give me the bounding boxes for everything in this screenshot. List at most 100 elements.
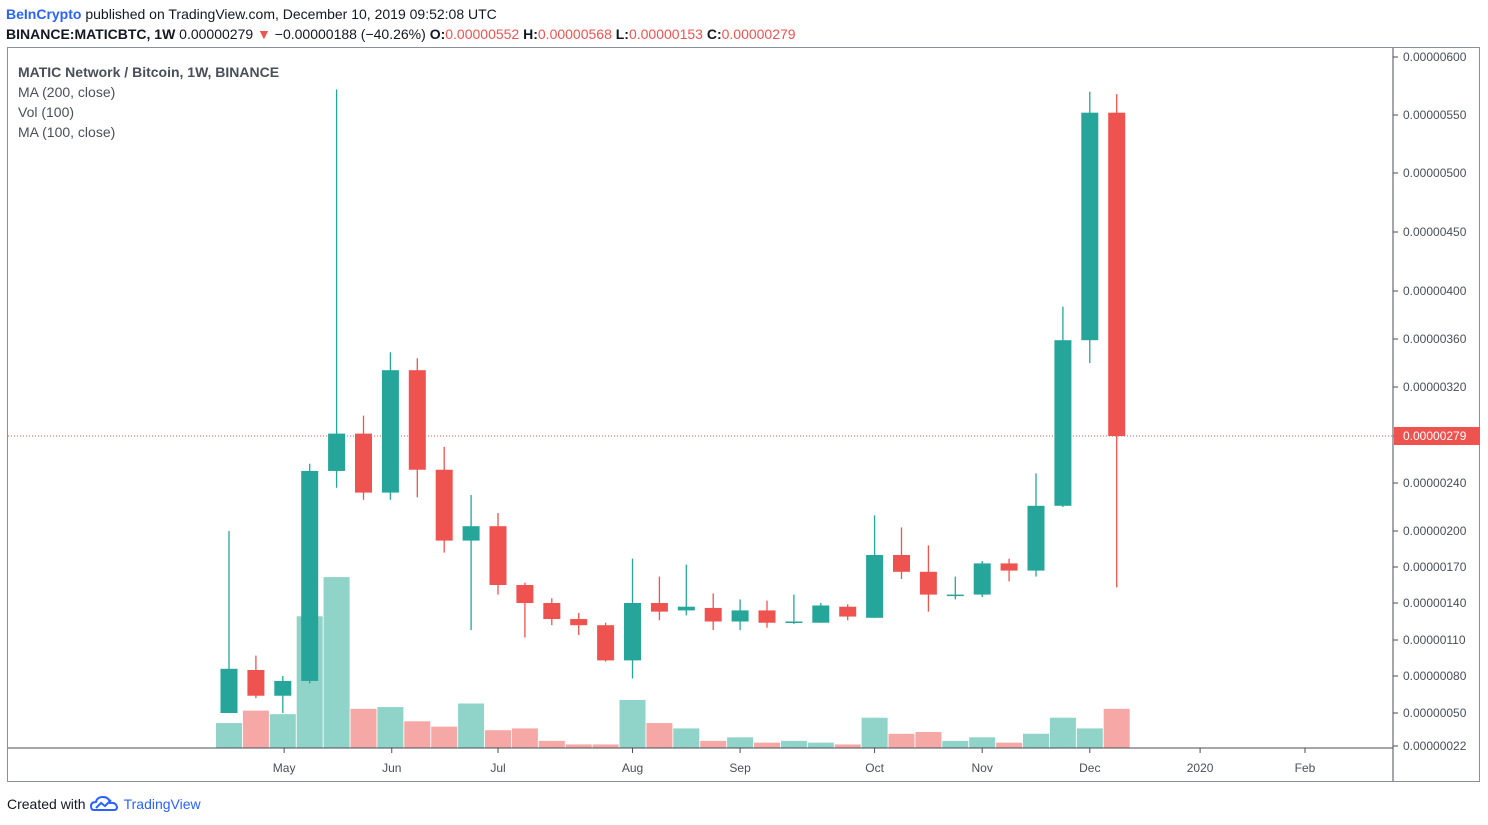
y-tick-label: 0.00000110: [1403, 633, 1466, 647]
open-label: O:: [429, 26, 446, 42]
candle-body: [731, 610, 749, 622]
chart-frame[interactable]: [7, 47, 1480, 782]
y-tick-label: 0.00000500: [1403, 166, 1467, 180]
footer: Created with TradingView: [7, 794, 201, 814]
symbol-label: BINANCE:MATICBTC, 1W: [6, 26, 176, 42]
x-tick-label: 2020: [1187, 761, 1214, 775]
candle-body: [328, 433, 346, 471]
candle-body: [543, 603, 561, 620]
volume-bar: [350, 708, 377, 748]
volume-bar: [431, 726, 458, 748]
candle-body: [489, 526, 507, 585]
y-tick-label: 0.00000450: [1403, 225, 1467, 239]
low-value: 0.00000153: [628, 26, 703, 42]
volume-bar: [727, 737, 754, 748]
candle-body: [1027, 505, 1045, 571]
x-tick-label: Feb: [1295, 761, 1316, 775]
x-tick-label: May: [273, 761, 296, 775]
candle-body: [785, 621, 803, 623]
candle-body: [1108, 112, 1126, 437]
y-tick-label: 0.00000050: [1403, 706, 1467, 720]
candle-body: [1081, 112, 1099, 341]
candle-body: [301, 470, 319, 681]
volume-bar: [754, 742, 780, 748]
y-tick-label: 0.00000320: [1403, 380, 1467, 394]
volume-bar: [915, 731, 942, 748]
brand-name[interactable]: BeInCrypto: [6, 6, 82, 22]
y-tick-label: 0.00000170: [1403, 560, 1467, 574]
candle-body: [866, 555, 884, 618]
volume-bar: [404, 721, 431, 748]
legend-ma100[interactable]: MA (100, close): [18, 124, 116, 140]
y-tick-label: 0.00000080: [1403, 669, 1467, 683]
volume-bar: [942, 740, 969, 748]
candle-body: [570, 619, 588, 626]
y-tick-label: 0.00000022: [1403, 739, 1467, 753]
candle-body: [355, 433, 372, 493]
volume-bar: [1049, 717, 1076, 748]
volume-bar: [323, 577, 350, 748]
open-value: 0.00000552: [445, 26, 520, 42]
volume-bar: [861, 717, 888, 748]
candle-body: [973, 563, 991, 595]
volume-bar: [242, 710, 269, 748]
candle-body: [247, 670, 265, 696]
high-label: H:: [523, 26, 538, 42]
candles: [8, 89, 1393, 713]
volume-bar: [592, 744, 619, 748]
y-tick-label: 0.00000550: [1403, 108, 1467, 122]
volume-bar: [646, 723, 673, 748]
volume-bar: [888, 733, 915, 748]
volume-bar: [485, 730, 511, 748]
x-tick-label: Jun: [382, 761, 401, 775]
close-label: C:: [706, 26, 722, 42]
high-value: 0.00000568: [537, 26, 612, 42]
x-tick-label: Jul: [490, 761, 505, 775]
candle-body: [408, 370, 426, 470]
volume-bar: [1103, 708, 1130, 748]
volume-bar: [1023, 733, 1049, 748]
legend-volume[interactable]: Vol (100): [18, 104, 75, 120]
ohlc-line: BINANCE:MATICBTC, 1W 0.00000279 ▼ −0.000…: [6, 24, 1486, 44]
price-axis[interactable]: 0.00000022 0.00000050 0.00000080 0.00000110…: [1392, 48, 1480, 781]
volume-bar: [458, 703, 485, 748]
publish-line: BeInCrypto published on TradingView.com,…: [6, 4, 1486, 24]
last-price: 0.00000279: [179, 26, 254, 42]
y-tick-label: 0.00000600: [1403, 50, 1467, 64]
chart-legend: MATIC Network / Bitcoin, 1W, BINANCE MA …: [18, 62, 279, 142]
candle-body: [597, 625, 615, 661]
volume-bar: [780, 740, 807, 748]
y-tick-label: 0.00000200: [1403, 524, 1467, 538]
tradingview-logo-icon[interactable]: [89, 794, 120, 814]
x-tick-label: Oct: [865, 761, 884, 775]
volume-bar: [807, 742, 834, 748]
y-tick-label: 0.00000279: [1403, 429, 1467, 443]
candle-body: [946, 594, 964, 597]
volume-bar: [1076, 728, 1103, 748]
price-change: −0.00000188 (−40.26%): [274, 26, 426, 42]
tradingview-link[interactable]: TradingView: [123, 796, 201, 812]
close-value: 0.00000279: [721, 26, 796, 42]
volume-bar: [619, 699, 646, 748]
y-tick-label: 0.00000140: [1403, 596, 1467, 610]
volume-bar: [834, 744, 861, 748]
y-tick-label: 0.00000400: [1403, 284, 1467, 298]
time-axis[interactable]: May Jun Jul Aug Sep Oct Nov Dec 2020 Feb: [8, 747, 1393, 775]
low-label: L:: [615, 26, 629, 42]
volume-bar: [996, 742, 1023, 748]
volume-bar: [565, 744, 592, 748]
current-price-badge: [1394, 427, 1480, 445]
volume-bar: [538, 740, 565, 748]
x-tick-label: Dec: [1079, 761, 1100, 775]
legend-ma200[interactable]: MA (200, close): [18, 84, 116, 100]
volume-bars: [216, 577, 1130, 748]
volume-bar: [511, 728, 538, 748]
x-tick-label: Nov: [972, 761, 993, 775]
candle-body: [381, 370, 399, 493]
volume-bar: [700, 740, 727, 748]
candle-body: [812, 605, 830, 623]
volume-bar: [216, 723, 242, 748]
volume-bar: [969, 737, 996, 748]
candle-body: [839, 606, 857, 617]
